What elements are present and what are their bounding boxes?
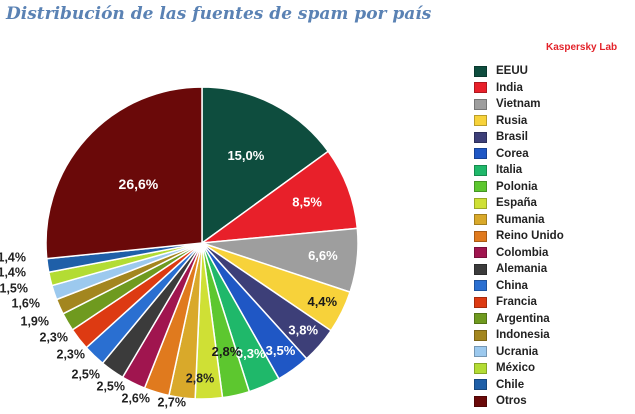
legend-item-polonia: Polonia bbox=[474, 179, 564, 196]
data-label-brasil: 3,8% bbox=[288, 323, 318, 338]
legend-item-corea: Corea bbox=[474, 146, 564, 163]
legend-label: Rusia bbox=[496, 114, 528, 127]
legend-label: Italia bbox=[496, 164, 523, 177]
legend-item-india: India bbox=[474, 80, 564, 97]
legend-label: Alemania bbox=[496, 263, 548, 276]
legend-swatch bbox=[474, 181, 487, 193]
legend-label: Ucrania bbox=[496, 345, 539, 358]
legend-swatch bbox=[474, 395, 487, 407]
slice-india bbox=[199, 150, 359, 245]
legend-label: Reino Unido bbox=[496, 230, 564, 243]
data-label-rumania: 2,7% bbox=[158, 395, 187, 409]
legend-swatch bbox=[474, 379, 487, 391]
legend-label: Chile bbox=[496, 378, 525, 391]
legend-label: México bbox=[496, 362, 535, 375]
data-label-corea: 3,5% bbox=[266, 343, 296, 358]
legend-label: Argentina bbox=[496, 312, 550, 325]
data-label-francia: 2,3% bbox=[40, 330, 69, 344]
legend-swatch bbox=[474, 296, 487, 308]
data-label-india: 8,5% bbox=[292, 195, 322, 210]
legend-swatch bbox=[474, 263, 487, 275]
data-label-vietnam: 6,6% bbox=[308, 248, 338, 263]
legend-swatch bbox=[474, 164, 487, 176]
data-label-alemania: 2,5% bbox=[72, 367, 101, 381]
legend-swatch bbox=[474, 329, 487, 341]
legend-item-italia: Italia bbox=[474, 162, 564, 179]
data-label-rusia: 4,4% bbox=[307, 294, 337, 309]
legend-label: Francia bbox=[496, 296, 537, 309]
data-label-reino-unido: 2,6% bbox=[122, 391, 151, 405]
legend-item-china: China bbox=[474, 278, 564, 295]
legend-label: EEUU bbox=[496, 65, 528, 78]
legend-item-ucrania: Ucrania bbox=[474, 344, 564, 361]
legend-item-vietnam: Vietnam bbox=[474, 96, 564, 113]
legend-label: Rumania bbox=[496, 213, 545, 226]
legend-swatch bbox=[474, 115, 487, 127]
legend-swatch bbox=[474, 313, 487, 325]
legend-label: China bbox=[496, 279, 528, 292]
legend-swatch bbox=[474, 247, 487, 259]
data-label-argentina: 1,9% bbox=[21, 314, 50, 328]
legend-item-brasil: Brasil bbox=[474, 129, 564, 146]
slice-otros bbox=[45, 86, 203, 260]
data-label-chile: 1,4% bbox=[0, 250, 26, 264]
legend-label: Polonia bbox=[496, 180, 538, 193]
legend-swatch bbox=[474, 82, 487, 94]
legend-swatch bbox=[474, 131, 487, 143]
data-label-china: 2,3% bbox=[57, 347, 86, 361]
legend-label: Otros bbox=[496, 395, 527, 408]
legend-item-argentina: Argentina bbox=[474, 311, 564, 328]
legend-item-chile: Chile bbox=[474, 377, 564, 394]
legend-item-reino-unido: Reino Unido bbox=[474, 228, 564, 245]
legend-label: España bbox=[496, 197, 537, 210]
legend-item-rusia: Rusia bbox=[474, 113, 564, 130]
legend-label: Colombia bbox=[496, 246, 549, 259]
legend-item-otros: Otros bbox=[474, 393, 564, 410]
pie-labels: 15,0%8,5%6,6%4,4%3,8%3,5%3,3%2,8%2,8%2,7… bbox=[0, 148, 338, 409]
data-label-colombia: 2,5% bbox=[97, 379, 126, 393]
legend-label: Brasil bbox=[496, 131, 528, 144]
pie-slices bbox=[45, 86, 359, 400]
data-label-mexico: 1,4% bbox=[0, 265, 26, 279]
legend-swatch bbox=[474, 197, 487, 209]
legend-item-alemania: Alemania bbox=[474, 261, 564, 278]
legend-item-mexico: México bbox=[474, 360, 564, 377]
slice-eeuu bbox=[201, 86, 330, 245]
legend-swatch bbox=[474, 362, 487, 374]
data-label-indonesia: 1,6% bbox=[12, 296, 41, 310]
legend-item-colombia: Colombia bbox=[474, 245, 564, 262]
data-label-ucrania: 1,5% bbox=[0, 281, 28, 295]
legend-swatch bbox=[474, 214, 487, 226]
legend-swatch bbox=[474, 280, 487, 292]
legend-label: Indonesia bbox=[496, 329, 550, 342]
data-label-otros: 26,6% bbox=[119, 176, 159, 192]
legend-label: Vietnam bbox=[496, 98, 541, 111]
legend-swatch bbox=[474, 230, 487, 242]
legend-item-indonesia: Indonesia bbox=[474, 327, 564, 344]
data-label-eeuu: 15,0% bbox=[227, 148, 264, 163]
data-label-polonia: 2,8% bbox=[212, 344, 242, 359]
legend-swatch bbox=[474, 98, 487, 110]
legend-swatch bbox=[474, 148, 487, 160]
legend-item-rumania: Rumania bbox=[474, 212, 564, 229]
legend-item-espana: España bbox=[474, 195, 564, 212]
legend: EEUU India Vietnam Rusia Brasil Corea Italia Po… bbox=[474, 63, 564, 410]
legend-item-francia: Francia bbox=[474, 294, 564, 311]
legend-label: Corea bbox=[496, 147, 529, 160]
data-label-espana: 2,8% bbox=[186, 371, 215, 385]
legend-swatch bbox=[474, 65, 487, 77]
data-label-italia: 3,3% bbox=[236, 346, 266, 361]
chart-title: Distribución de las fuentes de spam por … bbox=[6, 4, 432, 24]
legend-swatch bbox=[474, 346, 487, 358]
brand-label: Kaspersky Lab bbox=[546, 42, 618, 53]
legend-label: India bbox=[496, 81, 523, 94]
legend-item-eeuu: EEUU bbox=[474, 63, 564, 80]
